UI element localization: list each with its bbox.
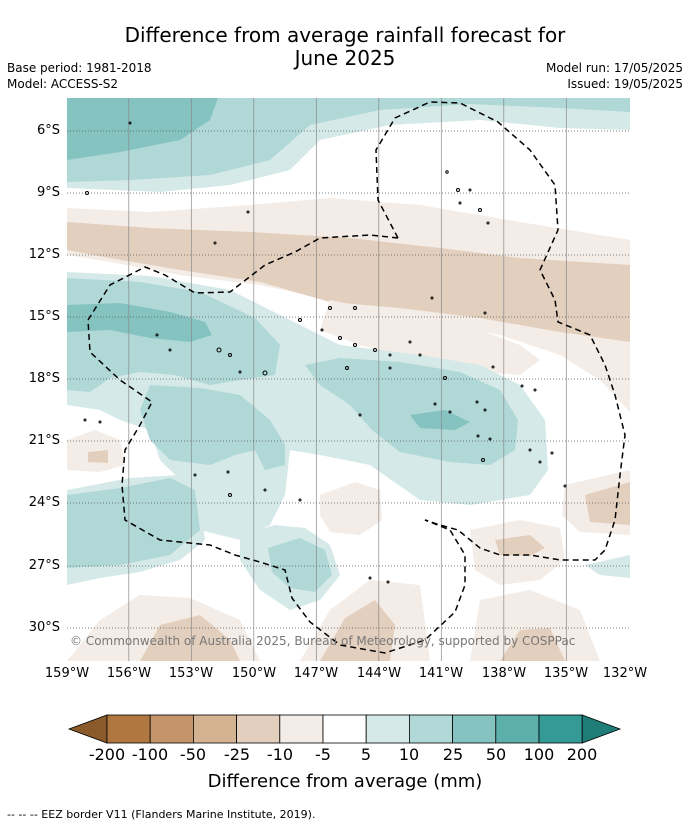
lat-label: 21°S (28, 433, 60, 448)
contour-central-25-east (305, 358, 518, 465)
lon-label: 147°W (293, 666, 339, 681)
contour-north-50 (67, 98, 218, 160)
contour-sw-25 (67, 478, 200, 568)
lon-label: 138°W (481, 666, 527, 681)
meta-left: Base period: 1981-2018 Model: ACCESS-S2 (7, 60, 152, 92)
contour-mid-25 (140, 385, 285, 470)
issued-date: Issued: 19/05/2025 (567, 77, 683, 91)
lon-label: 144°W (356, 666, 402, 681)
colorbar-extend-right (581, 714, 622, 744)
colorbar-tick-label: 25 (442, 745, 464, 764)
colorbar-tick-label: 200 (566, 745, 598, 764)
lat-label: 15°S (28, 309, 60, 324)
colorbar-tick-label: -5 (315, 745, 331, 764)
contour-se-dry-inner (495, 535, 545, 556)
colorbar-seg-3 (192, 714, 237, 744)
lon-label: 135°W (543, 666, 589, 681)
model-run: Model run: 17/05/2025 (545, 61, 683, 75)
contour-bottom-east-dry (470, 590, 600, 661)
lat-label: 12°S (28, 247, 60, 262)
colorbar-tick-label: 5 (360, 745, 372, 764)
eez-border-east (375, 101, 626, 561)
colorbar-title: Difference from average (mm) (207, 771, 483, 792)
lat-label: 18°S (28, 371, 60, 386)
lat-label: 6°S (36, 123, 60, 138)
gridlines (128, 98, 567, 661)
title-line-1: Difference from average rainfall forecas… (124, 23, 566, 47)
colorbar-tick-label: 10 (398, 745, 420, 764)
lat-gridlines (67, 130, 630, 629)
map-title: Difference from average rainfall forecas… (0, 24, 690, 70)
base-period: Base period: 1981-2018 (7, 61, 152, 75)
islands (83, 121, 567, 584)
contour-central-50-west (67, 303, 212, 342)
contour-west-dry (67, 430, 125, 472)
colorbar-tick-label: -10 (266, 745, 294, 764)
colorbar-tick-label: -50 (179, 745, 207, 764)
colorbar-seg-11 (538, 714, 583, 744)
lat-label: 24°S (28, 495, 60, 510)
eez-legend-note: -- -- -- EEZ border V11 (Flanders Marine… (7, 808, 316, 821)
colorbar (67, 714, 622, 744)
contour-dry-10 (67, 222, 630, 342)
colorbar-seg-6 (322, 714, 367, 744)
colorbar-seg-8 (408, 714, 453, 744)
contour-bottom-dry-inner (140, 615, 240, 661)
colorbar-seg-7 (365, 714, 410, 744)
copyright-text: © Commonwealth of Australia 2025, Bureau… (70, 634, 576, 648)
colorbar-seg-9 (452, 714, 497, 744)
colorbar-extend-left (67, 714, 108, 744)
lon-label: 150°W (231, 666, 277, 681)
contour-dry-10-south (320, 300, 540, 375)
colorbar-tick-label: -25 (223, 745, 251, 764)
lon-label: 153°W (168, 666, 214, 681)
meta-right: Model run: 17/05/2025 Issued: 19/05/2025 (546, 60, 683, 92)
contour-central-50-east (410, 410, 470, 430)
lon-label: 159°W (44, 666, 90, 681)
colorbar-seg-4 (236, 714, 281, 744)
colorbar-tick-label: -100 (131, 745, 169, 764)
lat-label: 27°S (28, 558, 60, 573)
contour-west-dry-inner (88, 450, 108, 463)
colorbar-tick-label: 50 (485, 745, 507, 764)
colorbar-tick-label: -200 (88, 745, 126, 764)
rainfall-contours (67, 98, 630, 661)
colorbar-seg-5 (279, 714, 324, 744)
lon-label: 156°W (106, 666, 152, 681)
colorbar-seg-2 (149, 714, 194, 744)
lat-label: 30°S (28, 620, 60, 635)
contour-bottom-mid-inner (320, 600, 395, 661)
lon-label: 132°W (602, 666, 648, 681)
colorbar-seg-10 (495, 714, 540, 744)
contour-mid-dry (320, 482, 382, 535)
lat-label: 9°S (36, 185, 60, 200)
title-line-2: June 2025 (294, 46, 396, 70)
colorbar-tick-label: 100 (523, 745, 555, 764)
colorbar-seg-1 (106, 714, 151, 744)
contour-bottom-east-inner (500, 628, 565, 661)
lon-label: 141°W (418, 666, 464, 681)
contour-se-teal (585, 555, 630, 578)
eez-border-west (87, 234, 466, 654)
model-name: Model: ACCESS-S2 (7, 77, 119, 91)
